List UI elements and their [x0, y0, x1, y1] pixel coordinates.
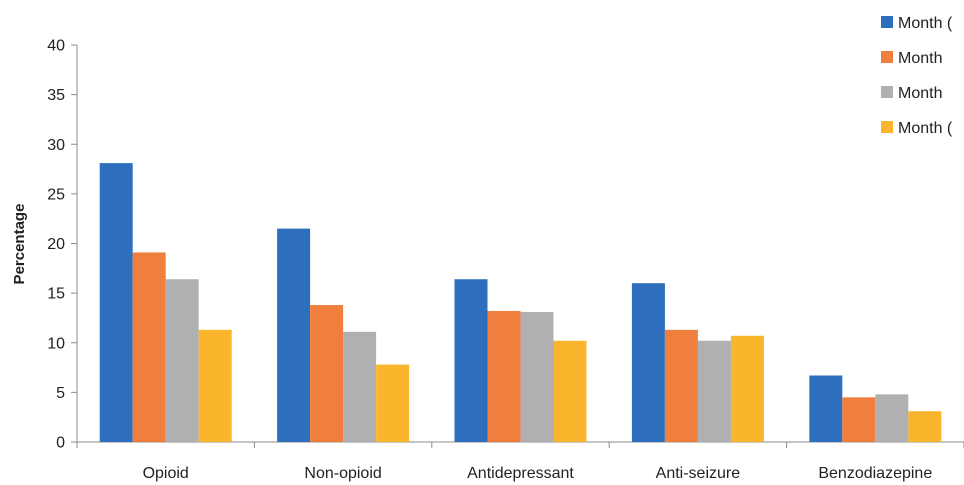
bar [277, 228, 311, 442]
bar [487, 310, 521, 442]
bar [809, 375, 843, 442]
x-category-label: Benzodiazepine [818, 465, 932, 482]
x-axis: Opioid Non-opioid Antidepressant Anti-seizu… [76, 441, 964, 482]
legend-label: Month [898, 50, 942, 67]
y-tick-label: 30 [47, 137, 65, 154]
x-category-label: Non-opioid [304, 465, 381, 482]
bar [631, 283, 665, 442]
legend-label: Month ( [898, 120, 953, 137]
bar [343, 331, 377, 442]
y-axis: 0 5 10 15 20 25 30 35 40 [47, 38, 78, 452]
bar [454, 279, 488, 442]
bar [520, 311, 554, 442]
y-tick-label: 25 [47, 186, 65, 203]
y-tick-label: 5 [56, 385, 65, 402]
legend: Month ( Month Month Month ( [881, 15, 953, 137]
bar [697, 340, 731, 442]
y-tick-label: 15 [47, 286, 65, 303]
legend-swatch [881, 121, 893, 133]
legend-label: Month [898, 85, 942, 102]
bar [165, 279, 199, 442]
bar [664, 329, 698, 442]
bar [310, 305, 344, 442]
y-tick-label: 20 [47, 236, 65, 253]
x-category-label: Opioid [143, 465, 189, 482]
bar [198, 329, 232, 442]
legend-label: Month ( [898, 15, 953, 32]
y-tick-label: 40 [47, 38, 65, 55]
x-category-label: Anti-seizure [656, 465, 741, 482]
legend-swatch [881, 16, 893, 28]
legend-swatch [881, 86, 893, 98]
y-tick-label: 0 [56, 435, 65, 452]
y-tick-label: 10 [47, 335, 65, 352]
bar [553, 340, 587, 442]
bar [875, 394, 909, 442]
bars [99, 163, 942, 443]
bar [376, 364, 410, 442]
x-category-label: Antidepressant [467, 465, 574, 482]
bar [132, 252, 166, 442]
bar [842, 397, 876, 442]
y-tick-label: 35 [47, 87, 65, 104]
bar [730, 335, 764, 442]
bar [99, 163, 133, 443]
legend-swatch [881, 51, 893, 63]
bar [908, 411, 942, 442]
y-axis-title: Percentage [11, 204, 28, 285]
